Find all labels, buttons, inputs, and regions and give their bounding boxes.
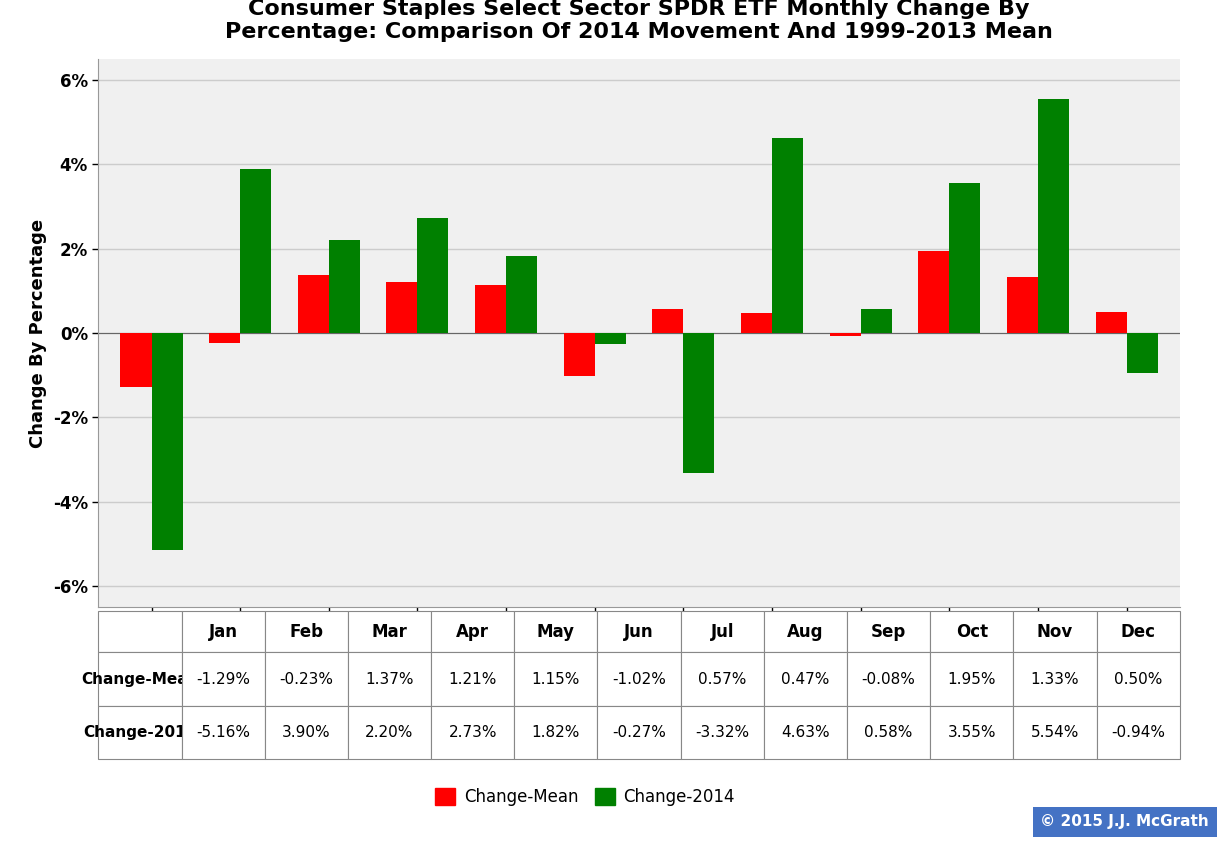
Bar [1007,277,1039,333]
Bar [329,240,360,333]
Legend: Change-Mean, Change-2014: Change-Mean, Change-2014 [429,781,741,813]
Bar [1095,312,1127,333]
Bar [860,309,892,333]
Bar [386,282,418,333]
Bar [151,333,183,550]
Bar [506,256,537,333]
Bar [240,169,272,333]
Y-axis label: Change By Percentage: Change By Percentage [29,218,47,448]
Bar [595,333,626,344]
Bar [918,250,949,333]
Bar [772,137,803,333]
Bar [741,313,772,333]
Bar [120,333,151,387]
Bar [653,309,683,333]
Bar [297,275,329,333]
Bar [418,217,449,333]
Bar [476,284,506,333]
Bar [1127,333,1158,373]
Bar [564,333,595,376]
Bar [209,333,240,342]
Bar [830,333,860,336]
Title: Consumer Staples Select Sector SPDR ETF Monthly Change By
Percentage: Comparison: Consumer Staples Select Sector SPDR ETF … [225,0,1053,42]
Bar [683,333,714,473]
Bar [949,183,981,333]
Bar [1039,99,1069,333]
Text: © 2015 J.J. McGrath: © 2015 J.J. McGrath [1040,814,1209,830]
